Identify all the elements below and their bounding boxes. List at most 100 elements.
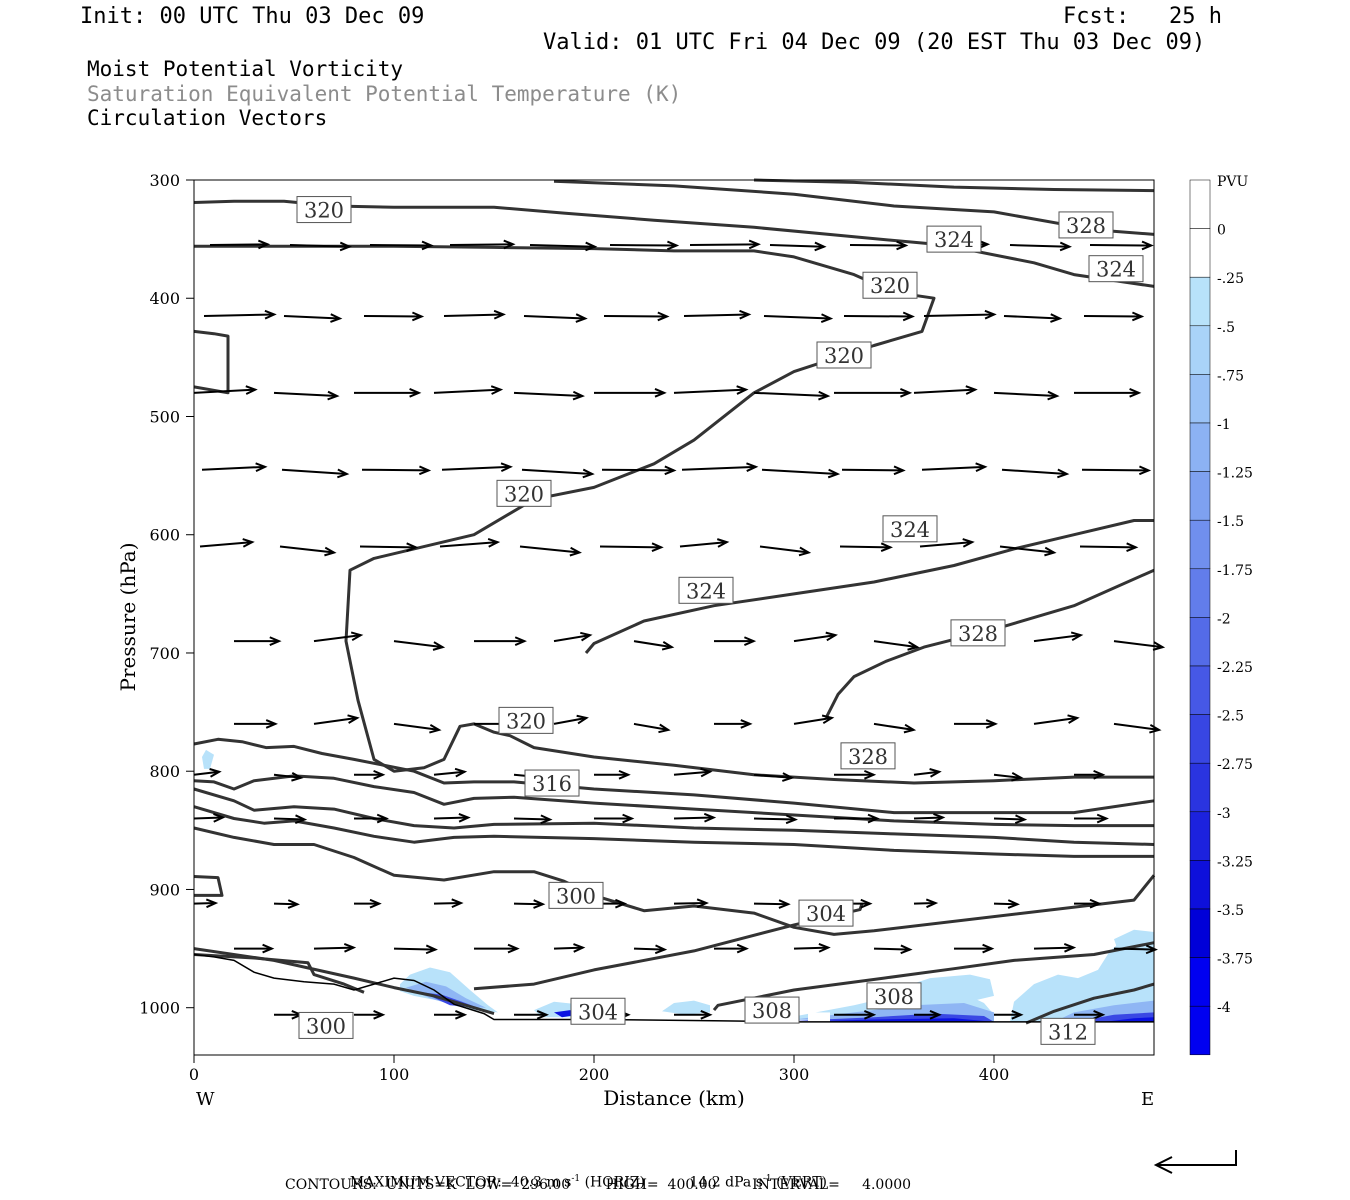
contour-line-2 <box>753 178 1155 193</box>
pv-area-15 <box>1104 1017 1154 1022</box>
contour-label-box <box>1040 1017 1096 1045</box>
circulation-vector-12 <box>203 309 277 320</box>
circulation-vector-108 <box>193 898 219 909</box>
circulation-vector-13 <box>283 313 343 323</box>
max-vector-label: MAXIMUM VECTOR: <box>349 1174 502 1191</box>
vector-head <box>820 313 834 323</box>
vector-head <box>330 313 343 323</box>
contour-line-7 <box>824 568 1155 719</box>
vector-shaft <box>359 545 416 549</box>
circulation-vector-70 <box>1033 631 1084 643</box>
circulation-vector-39 <box>441 462 513 472</box>
vector-shaft <box>999 545 1055 554</box>
colorbar-tick-label: -1.25 <box>1217 466 1253 482</box>
vector-shaft <box>913 902 936 905</box>
y-tick-label: 700 <box>149 644 180 663</box>
contour-label-4: 320 <box>862 271 918 299</box>
circulation-vector-95 <box>1074 769 1106 780</box>
colorbar-segment <box>1189 325 1211 375</box>
vector-head <box>925 898 939 909</box>
contour-label-text: 328 <box>958 622 998 646</box>
vector-shaft <box>923 313 995 317</box>
vector-shaft <box>393 640 443 649</box>
vector-head <box>1044 546 1057 557</box>
vector-shaft <box>519 545 580 554</box>
contour-label-box <box>798 899 854 927</box>
vector-head <box>700 767 713 778</box>
circulation-vector-100 <box>513 814 553 825</box>
contour-label-box <box>298 1011 354 1039</box>
vector-head <box>487 538 501 548</box>
vector-head <box>785 814 798 825</box>
vector-shaft <box>523 314 586 320</box>
vector-shaft <box>553 716 587 725</box>
vector-head <box>907 641 920 651</box>
contour-line-11 <box>193 805 1154 858</box>
vector-shaft <box>633 722 669 731</box>
vector-shaft <box>689 243 759 247</box>
contour-label-0: 320 <box>296 196 352 224</box>
y-tick-label: 600 <box>149 526 180 545</box>
horiz-exp: -1 <box>571 1174 581 1184</box>
circulation-vector-68 <box>873 640 920 651</box>
circulation-vector-41 <box>601 465 677 476</box>
contour-line-16 <box>1025 982 1155 1025</box>
vector-head <box>962 538 975 548</box>
contour-label-13: 300 <box>548 881 604 909</box>
pv-area-9 <box>1114 929 1154 958</box>
contour-label-box <box>744 996 800 1024</box>
vector-shaft <box>673 388 747 394</box>
vector-head <box>458 812 471 823</box>
vector-head <box>622 813 635 824</box>
vector-shaft <box>1033 716 1078 725</box>
vector-shaft <box>603 314 668 318</box>
vector-head <box>425 944 438 955</box>
vector-shaft <box>433 816 469 820</box>
init-time: Init: 00 UTC Thu 03 Dec 09 <box>80 4 425 29</box>
contour-line-9 <box>193 774 1154 828</box>
contour-label-text: 312 <box>1048 1020 1088 1044</box>
circulation-vector-35 <box>1074 388 1142 398</box>
vector-head <box>860 898 873 909</box>
vector-head <box>409 388 422 398</box>
colorbar-tick-label: -1 <box>1217 417 1231 433</box>
circulation-vector-40 <box>521 468 595 479</box>
circulation-vector-134 <box>434 1009 468 1020</box>
vector-shaft <box>841 468 904 472</box>
vector-shaft <box>279 545 335 554</box>
vector-head <box>651 542 664 553</box>
circulation-vector-23 <box>1083 311 1145 322</box>
terrain-line <box>193 953 1154 1023</box>
contour-label-box <box>926 225 982 253</box>
vector-head <box>373 769 386 780</box>
vector-head <box>540 814 553 825</box>
circulation-vector-44 <box>841 465 906 476</box>
contour-label-box <box>570 997 626 1025</box>
circulation-vector-49 <box>279 545 337 557</box>
vector-head <box>1007 899 1020 909</box>
vector-shaft <box>1033 946 1074 950</box>
circulation-vector-20 <box>843 311 915 322</box>
colorbar-tick-label: -3.5 <box>1217 903 1244 919</box>
circulation-vector-119 <box>1074 898 1102 909</box>
contour-label-text: 324 <box>890 518 930 542</box>
circulation-vector-118 <box>993 899 1020 909</box>
circulation-vector-131 <box>1113 944 1158 955</box>
circulation-vector-128 <box>873 944 913 955</box>
plot-frame <box>193 179 1155 1056</box>
colorbar-segment <box>1189 762 1211 813</box>
vector-head <box>1145 944 1158 955</box>
x-tick-label: 100 <box>379 1065 410 1084</box>
vector-shaft <box>433 902 462 905</box>
vector-shaft <box>759 545 809 554</box>
circulation-vector-90 <box>673 767 713 778</box>
vector-head <box>716 538 730 548</box>
vector-shaft <box>1113 947 1156 951</box>
contour-info: CONTOURS: UNITS=K LOW= 296.00 HIGH= 400.… <box>285 1177 912 1193</box>
circulation-vector-79 <box>793 714 835 725</box>
circulation-vector-117 <box>913 898 939 909</box>
x-tick-label: 300 <box>779 1065 810 1084</box>
y-tick-label: 400 <box>149 289 180 308</box>
contour-label-8: 324 <box>678 576 734 604</box>
vector-head <box>454 767 468 778</box>
